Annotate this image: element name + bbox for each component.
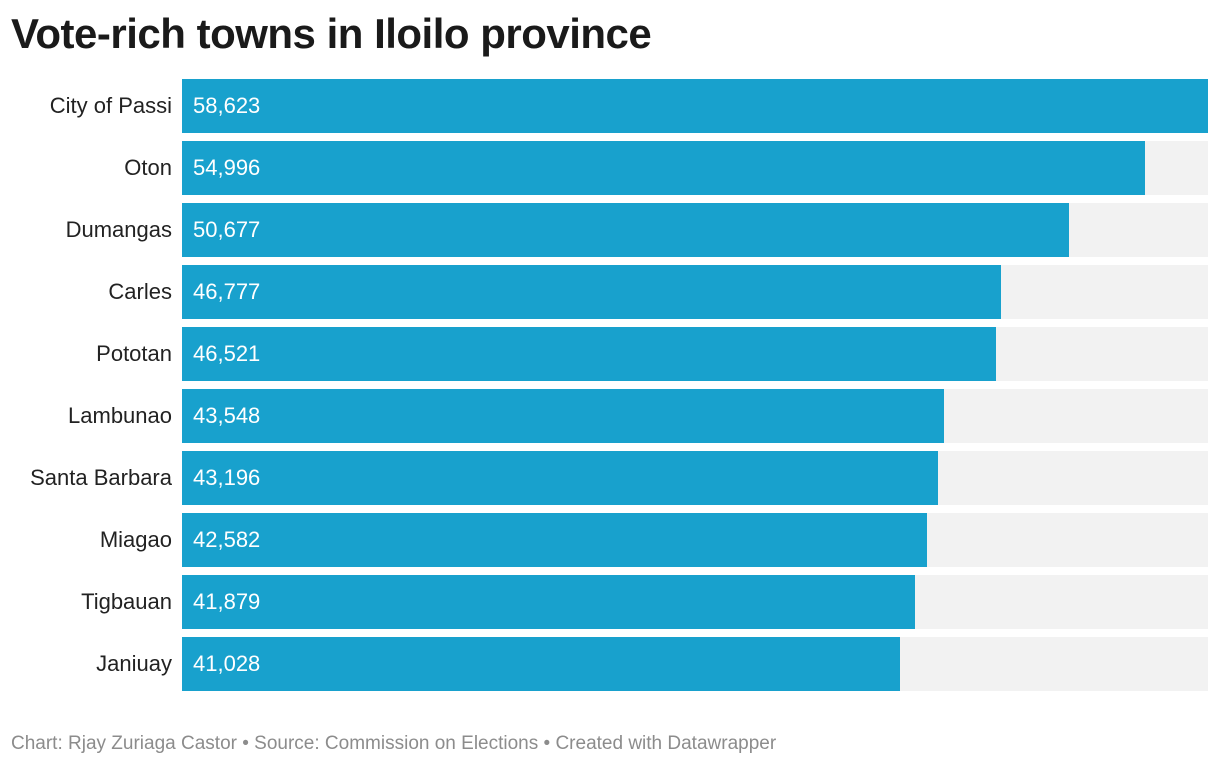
bar-track: 41,879 (182, 575, 1208, 629)
bar: 58,623 (182, 79, 1208, 133)
bar: 46,777 (182, 265, 1001, 319)
category-label: Oton (124, 155, 172, 180)
bar-value-label: 46,521 (193, 341, 261, 366)
chart-footer: Chart: Rjay Zuriaga Castor • Source: Com… (11, 733, 777, 754)
bar-track: 54,996 (182, 141, 1208, 195)
bar-value-label: 54,996 (193, 155, 261, 180)
bar-value-label: 43,196 (193, 465, 261, 490)
category-label: Pototan (96, 341, 172, 366)
bar-value-label: 46,777 (193, 279, 261, 304)
category-label: Janiuay (96, 651, 172, 676)
category-label: Miagao (99, 527, 172, 552)
bar-track: 46,777 (182, 265, 1208, 319)
bar: 46,521 (182, 327, 996, 381)
bar-value-label: 41,879 (193, 589, 261, 614)
category-label: City of Passi (49, 93, 172, 118)
bar-value-label: 42,582 (193, 527, 261, 552)
category-label: Tigbauan (81, 589, 172, 614)
bar-track: 43,548 (182, 389, 1208, 443)
category-label: Dumangas (65, 217, 172, 242)
bar-value-label: 43,548 (193, 403, 261, 428)
bar-value-label: 41,028 (193, 651, 261, 676)
bar: 42,582 (182, 513, 927, 567)
bar-track: 43,196 (182, 451, 1208, 505)
bar: 41,879 (182, 575, 915, 629)
bar-track: 42,582 (182, 513, 1208, 567)
chart-title: Vote-rich towns in Iloilo province (11, 10, 652, 57)
bar: 50,677 (182, 203, 1069, 257)
category-label: Carles (108, 279, 172, 304)
bar-track: 41,028 (182, 637, 1208, 691)
bar: 54,996 (182, 141, 1145, 195)
bar: 41,028 (182, 637, 900, 691)
bar: 43,196 (182, 451, 938, 505)
bar-value-label: 50,677 (193, 217, 261, 242)
category-label: Lambunao (68, 403, 172, 428)
category-label: Santa Barbara (30, 465, 172, 490)
bar-track: 58,623 (182, 79, 1208, 133)
bar-value-label: 58,623 (193, 93, 261, 118)
bar-track: 50,677 (182, 203, 1208, 257)
bar-track: 46,521 (182, 327, 1208, 381)
bar: 43,548 (182, 389, 944, 443)
